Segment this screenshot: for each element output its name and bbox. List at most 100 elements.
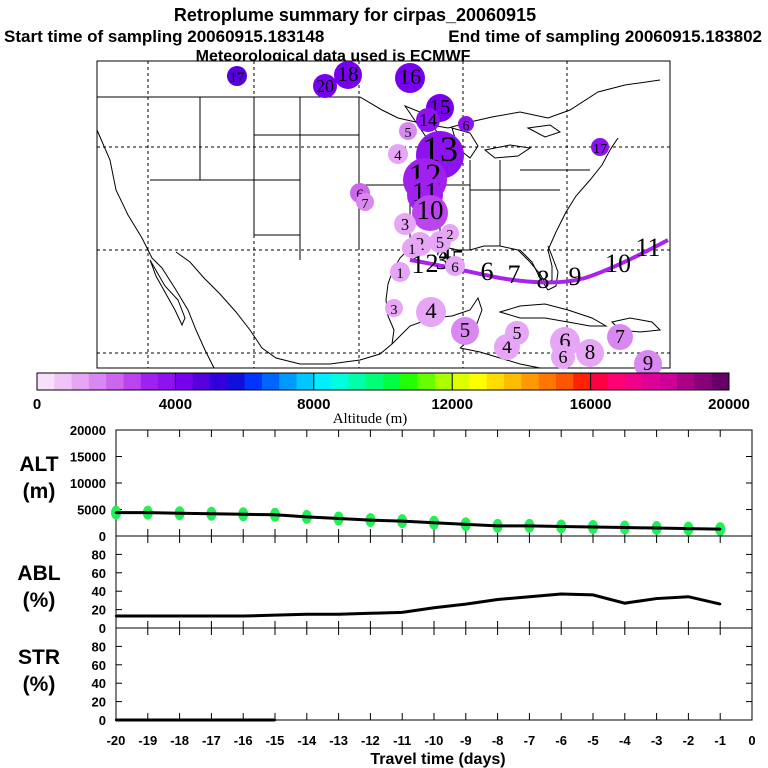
series-point — [210, 718, 213, 722]
series-point — [687, 527, 690, 530]
plume-day-label: 9 — [643, 351, 654, 375]
series-point — [337, 613, 340, 616]
series-point — [242, 614, 245, 618]
plume-day-label: 6 — [559, 328, 570, 353]
x-tick-label: -4 — [619, 733, 631, 748]
plume-dot — [388, 144, 408, 164]
figure-title: Retroplume summary for cirpas_20060915 — [174, 5, 536, 25]
panel-yunit: (%) — [23, 673, 56, 696]
plume-day-label: 17 — [230, 70, 246, 86]
plume-day-label: 6 — [559, 347, 568, 367]
plume-dot — [505, 321, 529, 345]
series-line-alt — [116, 511, 721, 531]
plume-dots: 1720181615146541312111067321526134545668… — [227, 61, 662, 378]
plume-dot — [451, 317, 479, 345]
panel-abl: 0 20 40 60 80 ABL (%) — [17, 535, 753, 636]
track-day-label: 6 — [481, 257, 494, 286]
series-point — [401, 519, 404, 523]
colorbar-tick-label: 16000 — [570, 396, 612, 413]
colorbar-swatch — [158, 373, 176, 390]
colorbar-swatch — [192, 373, 211, 390]
track-day-label: 8 — [537, 265, 550, 294]
colorbar-swatch — [261, 373, 280, 390]
track-day-label: 9 — [569, 262, 582, 291]
plume-day-label: 20 — [316, 76, 334, 96]
plume-day-label: 6 — [463, 119, 470, 134]
series-point — [305, 515, 308, 519]
x-tick-label: -8 — [492, 733, 504, 748]
series-point — [591, 593, 595, 597]
plume-dot — [334, 61, 362, 89]
plume-day-label: 5 — [405, 126, 412, 141]
colorbar-tick-label: 4000 — [159, 396, 192, 413]
colorbar-swatch — [590, 373, 609, 390]
series-point — [114, 718, 118, 722]
x-tick-label: -6 — [555, 733, 567, 748]
colorbar-swatch — [504, 373, 522, 390]
plume-dot — [412, 195, 448, 231]
y-tick-label: 20 — [92, 603, 106, 618]
series-point — [464, 602, 467, 606]
plume-day-label: 4 — [502, 337, 512, 358]
series-point — [305, 613, 308, 616]
x-tick-label: -5 — [587, 733, 599, 748]
track-day-label: 11 — [635, 233, 660, 262]
colorbar-swatch — [365, 373, 384, 390]
x-tick-label: -16 — [234, 733, 253, 748]
x-tick-label: -14 — [297, 733, 317, 748]
series-point — [114, 614, 118, 618]
plume-dot — [394, 213, 416, 235]
series-point — [273, 718, 277, 722]
series-point — [178, 512, 181, 515]
track-day-label: 10 — [605, 249, 631, 278]
y-tick-label: 40 — [92, 676, 106, 691]
plume-dot — [390, 262, 410, 282]
y-tick-label: 20000 — [70, 423, 106, 438]
x-tick-label: -15 — [266, 733, 285, 748]
series-point — [337, 517, 340, 520]
plume-day-label: 1 — [396, 266, 404, 282]
series-point — [178, 718, 181, 722]
colorbar-swatch — [659, 373, 678, 390]
series-point — [623, 601, 626, 605]
plume-dot — [607, 324, 633, 350]
series-point — [146, 718, 149, 722]
plume-dot — [402, 238, 422, 258]
map-frame — [96, 60, 671, 369]
y-tick-label: 5000 — [77, 503, 106, 518]
plume-dot — [313, 74, 337, 98]
panel-frame — [115, 535, 753, 629]
series-point — [432, 521, 436, 524]
x-tick-label: -3 — [651, 733, 663, 748]
colorbar-ticks: 0 4000 8000 12000 16000 20000 — [33, 373, 750, 413]
y-tick-label: 80 — [92, 639, 106, 654]
series-point — [528, 524, 531, 528]
series-point — [560, 525, 563, 528]
panel-yunit: (m) — [23, 480, 56, 503]
plume-dot — [441, 224, 459, 242]
plume-dot — [458, 116, 474, 132]
colorbar-tick-label: 12000 — [431, 396, 473, 413]
x-tick-label: -7 — [524, 733, 536, 748]
plume-day-label: 16 — [399, 64, 422, 89]
y-tick-label: 10000 — [70, 476, 106, 491]
plume-day-label: 7 — [362, 197, 369, 212]
colorbar-swatch — [296, 373, 315, 390]
plume-dot — [227, 66, 247, 86]
colorbar-swatch — [625, 373, 643, 390]
colorbar-swatch — [452, 373, 470, 390]
time-series-panels: 0 5000 10000 15000 20000 ALT (m) 0 20 40 60 80 ABL (%… — [17, 423, 755, 768]
y-tick-label: 20 — [92, 695, 106, 710]
colorbar-tick-label: 0 — [33, 396, 41, 413]
series-point — [719, 527, 722, 531]
plume-dot — [551, 345, 575, 369]
colorbar-swatch — [123, 373, 142, 390]
series-point — [623, 526, 626, 529]
series-point — [114, 511, 118, 514]
panel-yunit: (%) — [23, 589, 56, 612]
y-tick-label: 15000 — [70, 450, 106, 465]
colorbar-title: Altitude (m) — [333, 411, 408, 427]
plume-day-label: 3 — [401, 215, 409, 234]
y-tick-label: 80 — [92, 547, 106, 562]
